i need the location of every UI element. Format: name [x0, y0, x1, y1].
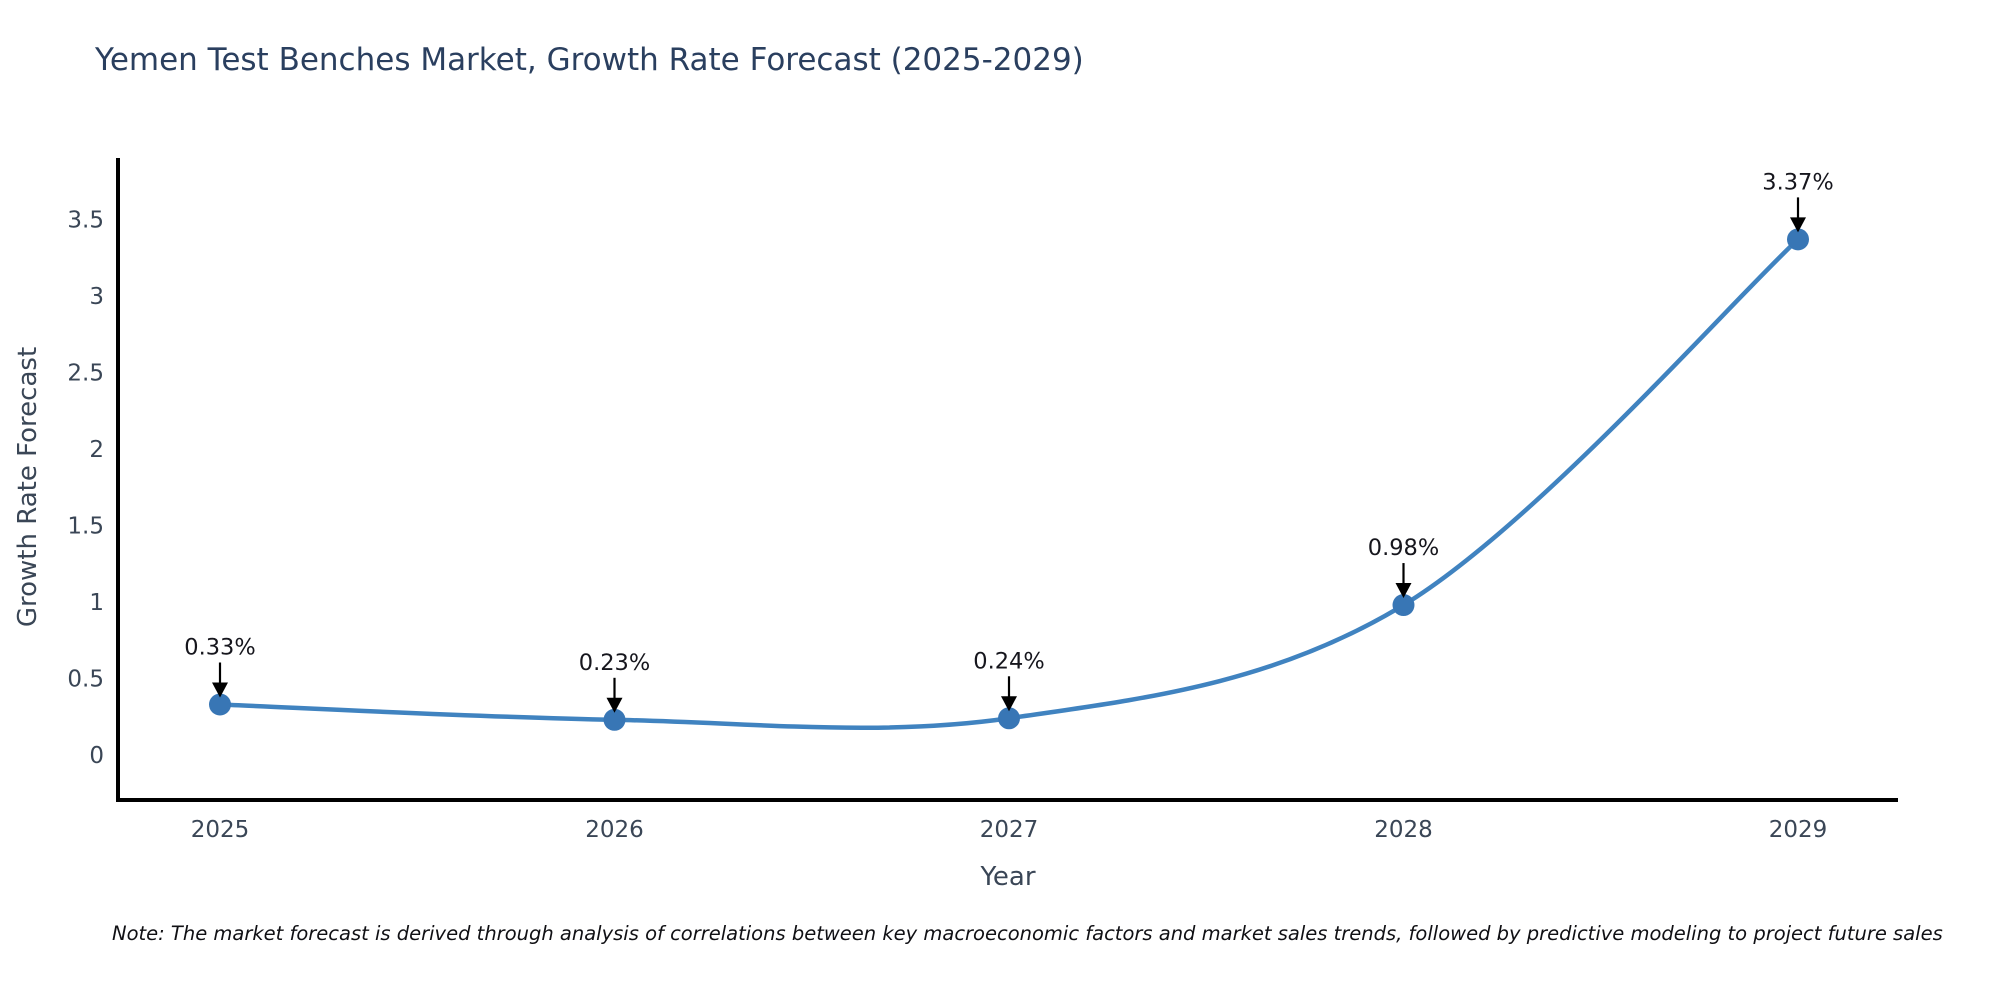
annotation-arrowhead-icon [606, 697, 623, 713]
y-tick-label: 2 [89, 437, 104, 463]
annotation-label: 0.24% [973, 648, 1044, 674]
y-tick-label: 0 [89, 743, 104, 769]
data-point-marker[interactable] [1392, 594, 1415, 617]
annotation-label: 0.33% [184, 635, 255, 661]
y-tick-label: 3.5 [67, 208, 104, 234]
chart-title: Yemen Test Benches Market, Growth Rate F… [95, 42, 1084, 78]
footnote: Note: The market forecast is derived thr… [112, 922, 1943, 945]
data-point-marker[interactable] [1787, 228, 1809, 251]
y-tick-label: 1 [89, 590, 104, 616]
annotation-arrowhead-icon [1395, 583, 1412, 599]
y-tick-label: 0.5 [67, 667, 104, 693]
annotation-arrowhead-icon [212, 682, 228, 698]
x-axis-title: Year [980, 862, 1036, 892]
data-point-marker[interactable] [603, 708, 626, 731]
x-tick-label: 2025 [191, 817, 250, 843]
annotation-arrowhead-icon [1790, 217, 1806, 233]
y-tick-label: 1.5 [67, 514, 104, 540]
x-tick-label: 2028 [1374, 817, 1433, 843]
y-tick-label: 3 [89, 284, 104, 310]
x-tick-label: 2029 [1769, 817, 1828, 843]
x-tick-label: 2027 [980, 817, 1039, 843]
data-point-marker[interactable] [209, 693, 231, 716]
annotation-label: 0.23% [579, 650, 650, 676]
annotation-label: 3.37% [1762, 169, 1833, 195]
y-axis-title: Growth Rate Forecast [13, 346, 43, 628]
annotation-arrowhead-icon [1001, 696, 1017, 712]
y-tick-label: 2.5 [67, 361, 104, 387]
data-point-marker[interactable] [998, 707, 1020, 730]
forecast-line [217, 237, 1801, 730]
x-tick-label: 2026 [585, 817, 644, 843]
annotation-label: 0.98% [1368, 535, 1439, 561]
